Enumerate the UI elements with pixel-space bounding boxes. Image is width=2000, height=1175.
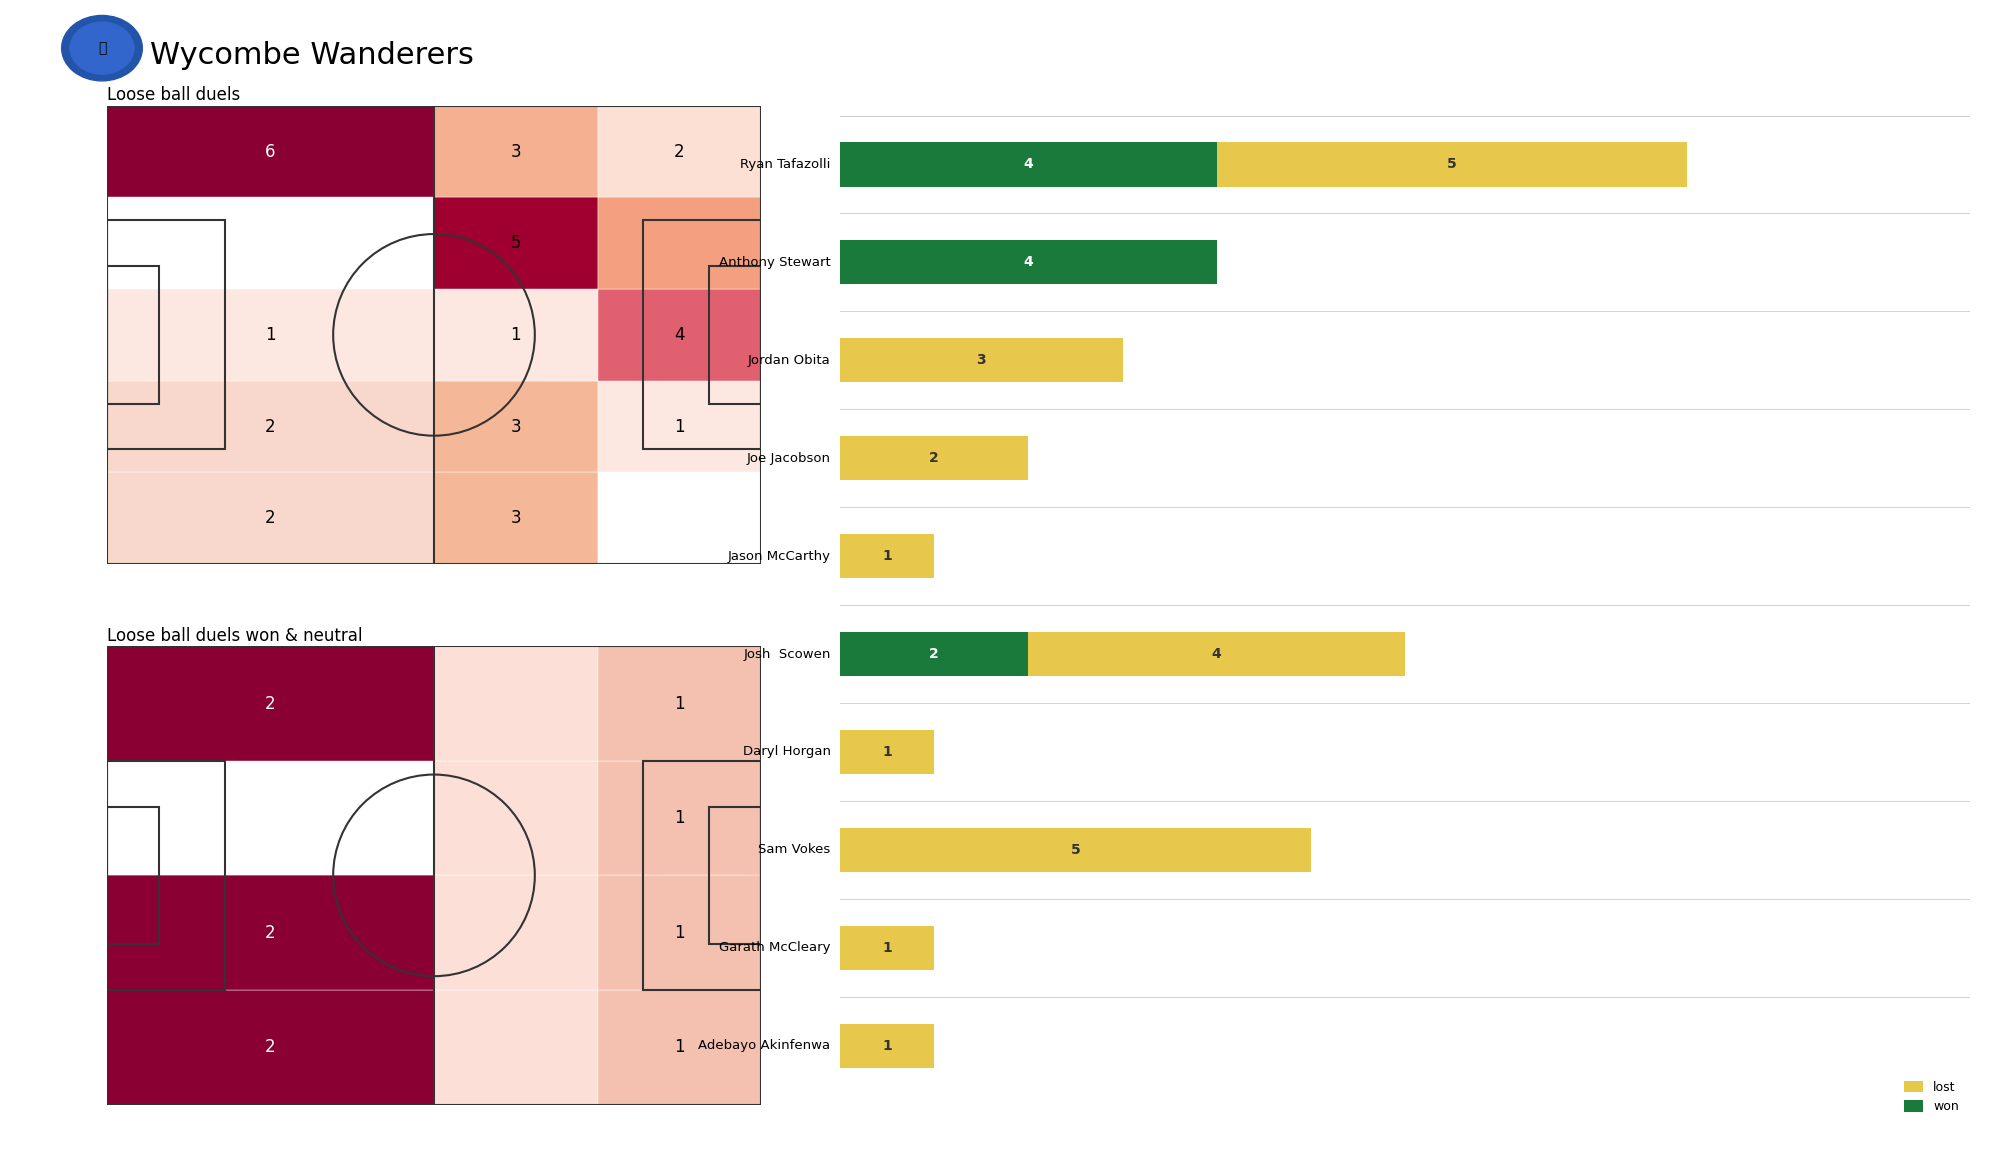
Text: 1: 1 xyxy=(882,1039,892,1053)
Bar xyxy=(840,632,1028,676)
Bar xyxy=(840,1023,934,1068)
Text: 4: 4 xyxy=(674,325,684,344)
Bar xyxy=(840,730,934,774)
Bar xyxy=(434,197,598,289)
Bar xyxy=(106,646,434,761)
Bar xyxy=(106,761,224,989)
Bar xyxy=(1216,142,1688,187)
Bar xyxy=(434,761,598,875)
Text: 1: 1 xyxy=(674,924,684,941)
Text: 4: 4 xyxy=(1024,157,1034,172)
Bar xyxy=(840,535,934,578)
Text: 1: 1 xyxy=(674,1039,684,1056)
Bar xyxy=(598,381,762,472)
Text: 5: 5 xyxy=(1448,157,1456,172)
Bar xyxy=(434,472,598,564)
Text: 2: 2 xyxy=(266,1039,276,1056)
Bar xyxy=(840,241,1216,284)
Bar xyxy=(106,989,434,1104)
Text: Anthony Stewart: Anthony Stewart xyxy=(718,256,830,269)
Text: Daryl Horgan: Daryl Horgan xyxy=(742,745,830,759)
Text: 2: 2 xyxy=(266,924,276,941)
Bar xyxy=(840,142,1216,187)
Circle shape xyxy=(70,22,134,74)
Text: 4: 4 xyxy=(1024,255,1034,269)
Text: 1: 1 xyxy=(882,745,892,759)
Bar xyxy=(644,761,762,989)
Bar xyxy=(106,221,224,449)
Bar xyxy=(598,875,762,989)
Text: 1: 1 xyxy=(266,325,276,344)
Bar xyxy=(598,289,762,381)
Bar xyxy=(106,289,434,381)
Bar xyxy=(106,197,434,289)
Text: 2: 2 xyxy=(930,647,940,662)
Text: 2: 2 xyxy=(266,694,276,712)
Text: Adebayo Akinfenwa: Adebayo Akinfenwa xyxy=(698,1039,830,1053)
Bar xyxy=(106,472,434,564)
Text: 1: 1 xyxy=(882,941,892,955)
Text: Jordan Obita: Jordan Obita xyxy=(748,354,830,367)
Text: 2: 2 xyxy=(674,142,684,161)
Bar xyxy=(598,106,762,197)
Bar xyxy=(598,646,762,761)
Bar xyxy=(840,436,1028,481)
Text: 1: 1 xyxy=(674,694,684,712)
Bar xyxy=(840,926,934,969)
Bar xyxy=(106,106,434,197)
Bar xyxy=(434,289,598,381)
Bar xyxy=(598,761,762,875)
Text: 2: 2 xyxy=(930,451,940,465)
Text: 1: 1 xyxy=(674,810,684,827)
Text: 2: 2 xyxy=(266,509,276,528)
Bar xyxy=(840,338,1122,382)
Text: 🦌: 🦌 xyxy=(98,41,106,55)
Text: 3: 3 xyxy=(510,142,522,161)
Circle shape xyxy=(62,15,142,81)
Text: 1: 1 xyxy=(882,549,892,563)
Bar xyxy=(106,267,160,404)
Bar xyxy=(434,381,598,472)
Bar xyxy=(434,989,598,1104)
Bar xyxy=(840,828,1310,872)
Bar xyxy=(708,807,762,945)
Text: Jason McCarthy: Jason McCarthy xyxy=(728,550,830,563)
Bar xyxy=(598,197,762,289)
Text: Loose ball duels: Loose ball duels xyxy=(106,86,240,105)
Text: Wycombe Wanderers: Wycombe Wanderers xyxy=(150,41,474,70)
Bar xyxy=(598,989,762,1104)
Bar xyxy=(106,875,434,989)
Bar xyxy=(644,221,762,449)
Text: Josh  Scowen: Josh Scowen xyxy=(744,647,830,660)
Text: 1: 1 xyxy=(674,417,684,436)
Text: 4: 4 xyxy=(1212,647,1222,662)
Text: 3: 3 xyxy=(510,417,522,436)
Text: 1: 1 xyxy=(510,325,522,344)
Text: 5: 5 xyxy=(510,234,522,253)
Text: Ryan Tafazolli: Ryan Tafazolli xyxy=(740,157,830,172)
Text: Garath McCleary: Garath McCleary xyxy=(720,941,830,954)
Text: Joe Jacobson: Joe Jacobson xyxy=(746,451,830,465)
Bar xyxy=(708,267,762,404)
Text: 3: 3 xyxy=(510,509,522,528)
Bar xyxy=(434,106,598,197)
Text: Sam Vokes: Sam Vokes xyxy=(758,844,830,857)
Bar xyxy=(106,807,160,945)
Bar xyxy=(1028,632,1404,676)
Bar xyxy=(598,472,762,564)
Text: 5: 5 xyxy=(1070,842,1080,857)
Text: 3: 3 xyxy=(976,354,986,368)
Bar xyxy=(106,761,434,875)
Legend: lost, won: lost, won xyxy=(1900,1076,1964,1119)
Bar xyxy=(434,646,598,761)
Text: 6: 6 xyxy=(266,142,276,161)
Text: Loose ball duels won & neutral: Loose ball duels won & neutral xyxy=(106,626,362,645)
Bar xyxy=(106,381,434,472)
Bar xyxy=(434,875,598,989)
Text: 2: 2 xyxy=(266,417,276,436)
